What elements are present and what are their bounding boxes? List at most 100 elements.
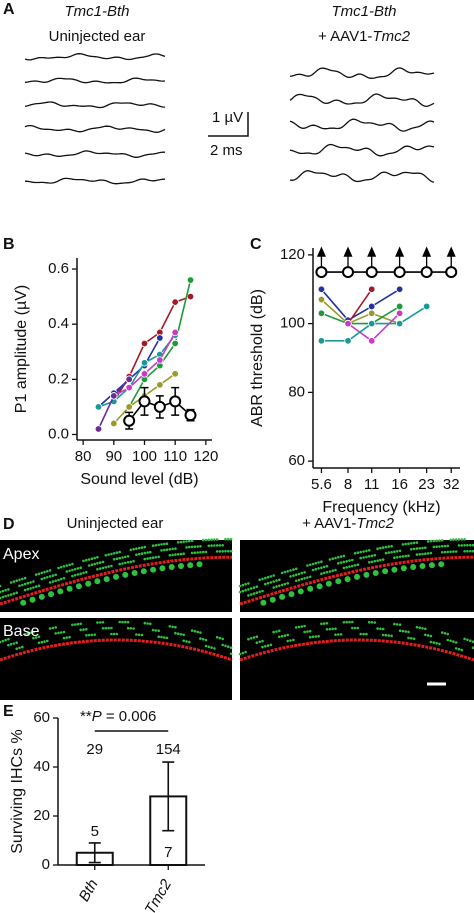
hair-cell xyxy=(404,542,408,546)
trace xyxy=(289,93,435,108)
hair-cell xyxy=(345,620,349,624)
hair-cell xyxy=(317,634,320,638)
hair-cell xyxy=(140,546,144,549)
hair-cell xyxy=(401,629,405,633)
hair-cell xyxy=(469,543,472,547)
hair-cell xyxy=(37,584,41,588)
hair-cell xyxy=(415,541,419,544)
hair-cell xyxy=(229,652,233,655)
hair-cell xyxy=(367,555,371,558)
hair-cell xyxy=(143,545,147,549)
hair-cell xyxy=(320,622,323,626)
hair-cell xyxy=(421,552,424,556)
hair-cell xyxy=(325,570,329,574)
hair-cell xyxy=(367,561,371,564)
n-label: 154 xyxy=(156,741,181,758)
hair-cell xyxy=(29,581,32,584)
hair-cell xyxy=(337,562,340,565)
hair-cell xyxy=(179,552,183,556)
hair-cell xyxy=(196,630,199,634)
hair-cell xyxy=(82,628,85,631)
y-tick-label: 20 xyxy=(33,807,50,824)
ihc xyxy=(187,562,194,569)
hair-cell xyxy=(424,633,427,637)
ihc xyxy=(113,573,119,580)
marker xyxy=(123,414,136,427)
hair-cell xyxy=(51,574,55,577)
hair-cell xyxy=(107,565,110,568)
hair-cell xyxy=(57,566,60,570)
hair-cell xyxy=(34,573,38,576)
hair-cell xyxy=(7,594,10,597)
hair-cell xyxy=(9,643,13,646)
hair-cell xyxy=(407,630,410,634)
hair-cell xyxy=(199,631,202,634)
hair-cell xyxy=(311,568,315,572)
trace xyxy=(24,150,165,158)
hair-cell xyxy=(168,554,172,557)
hair-cell xyxy=(101,560,105,564)
hair-cell xyxy=(424,627,427,631)
hair-cell xyxy=(132,559,135,563)
marker xyxy=(153,400,166,413)
hair-cell xyxy=(387,634,391,637)
hair-cell xyxy=(154,556,158,559)
hair-cell xyxy=(269,575,273,578)
hair-cell xyxy=(429,551,433,555)
hair-cell xyxy=(387,551,391,554)
hair-cell xyxy=(12,592,16,595)
ihc xyxy=(316,583,323,590)
hair-cell xyxy=(390,550,393,554)
ihc xyxy=(410,564,417,570)
hair-cell xyxy=(471,640,474,643)
marker xyxy=(317,285,326,293)
marker xyxy=(138,395,151,408)
hair-cell xyxy=(85,634,88,637)
annotation: **P = 0.006 xyxy=(80,708,156,725)
hair-cell xyxy=(96,556,99,559)
ihc xyxy=(269,596,276,603)
hair-cell xyxy=(221,643,224,647)
hair-cell xyxy=(370,560,374,564)
hair-cell xyxy=(46,576,49,579)
hair-cell xyxy=(149,556,152,560)
marker xyxy=(395,285,404,293)
hair-cell xyxy=(252,586,256,589)
hair-cell xyxy=(362,550,365,553)
hair-cell xyxy=(294,626,298,629)
hair-cell xyxy=(21,583,24,587)
hair-cell xyxy=(96,562,99,565)
marker xyxy=(420,266,433,279)
hair-cell xyxy=(412,541,416,545)
hair-cell xyxy=(165,636,169,640)
marker xyxy=(395,319,404,328)
hair-cell xyxy=(429,539,433,543)
ihc xyxy=(196,561,203,568)
hair-cell xyxy=(452,550,455,553)
hair-cell xyxy=(137,552,141,556)
hair-cell xyxy=(373,559,377,563)
hair-cell xyxy=(157,635,160,638)
hair-cell xyxy=(449,538,452,542)
hair-cell xyxy=(210,646,213,649)
hair-cell xyxy=(275,579,278,582)
hair-cell xyxy=(140,633,144,637)
hair-cell xyxy=(126,555,130,558)
hair-cell xyxy=(421,627,424,630)
hair-cell xyxy=(176,553,180,556)
hair-cell xyxy=(87,633,91,637)
hair-cell xyxy=(210,538,213,541)
hair-cell xyxy=(71,574,74,578)
hair-cell xyxy=(0,590,2,594)
hair-cell xyxy=(356,626,360,630)
hair-cell xyxy=(334,633,337,636)
hair-cell xyxy=(258,590,262,594)
marker xyxy=(315,266,328,279)
hair-cell xyxy=(48,581,52,584)
hair-cell xyxy=(404,554,408,558)
trace xyxy=(289,170,435,183)
hair-cell xyxy=(213,647,216,650)
hair-cell xyxy=(438,545,441,548)
hair-cell xyxy=(107,626,110,630)
hair-cell xyxy=(135,633,138,636)
